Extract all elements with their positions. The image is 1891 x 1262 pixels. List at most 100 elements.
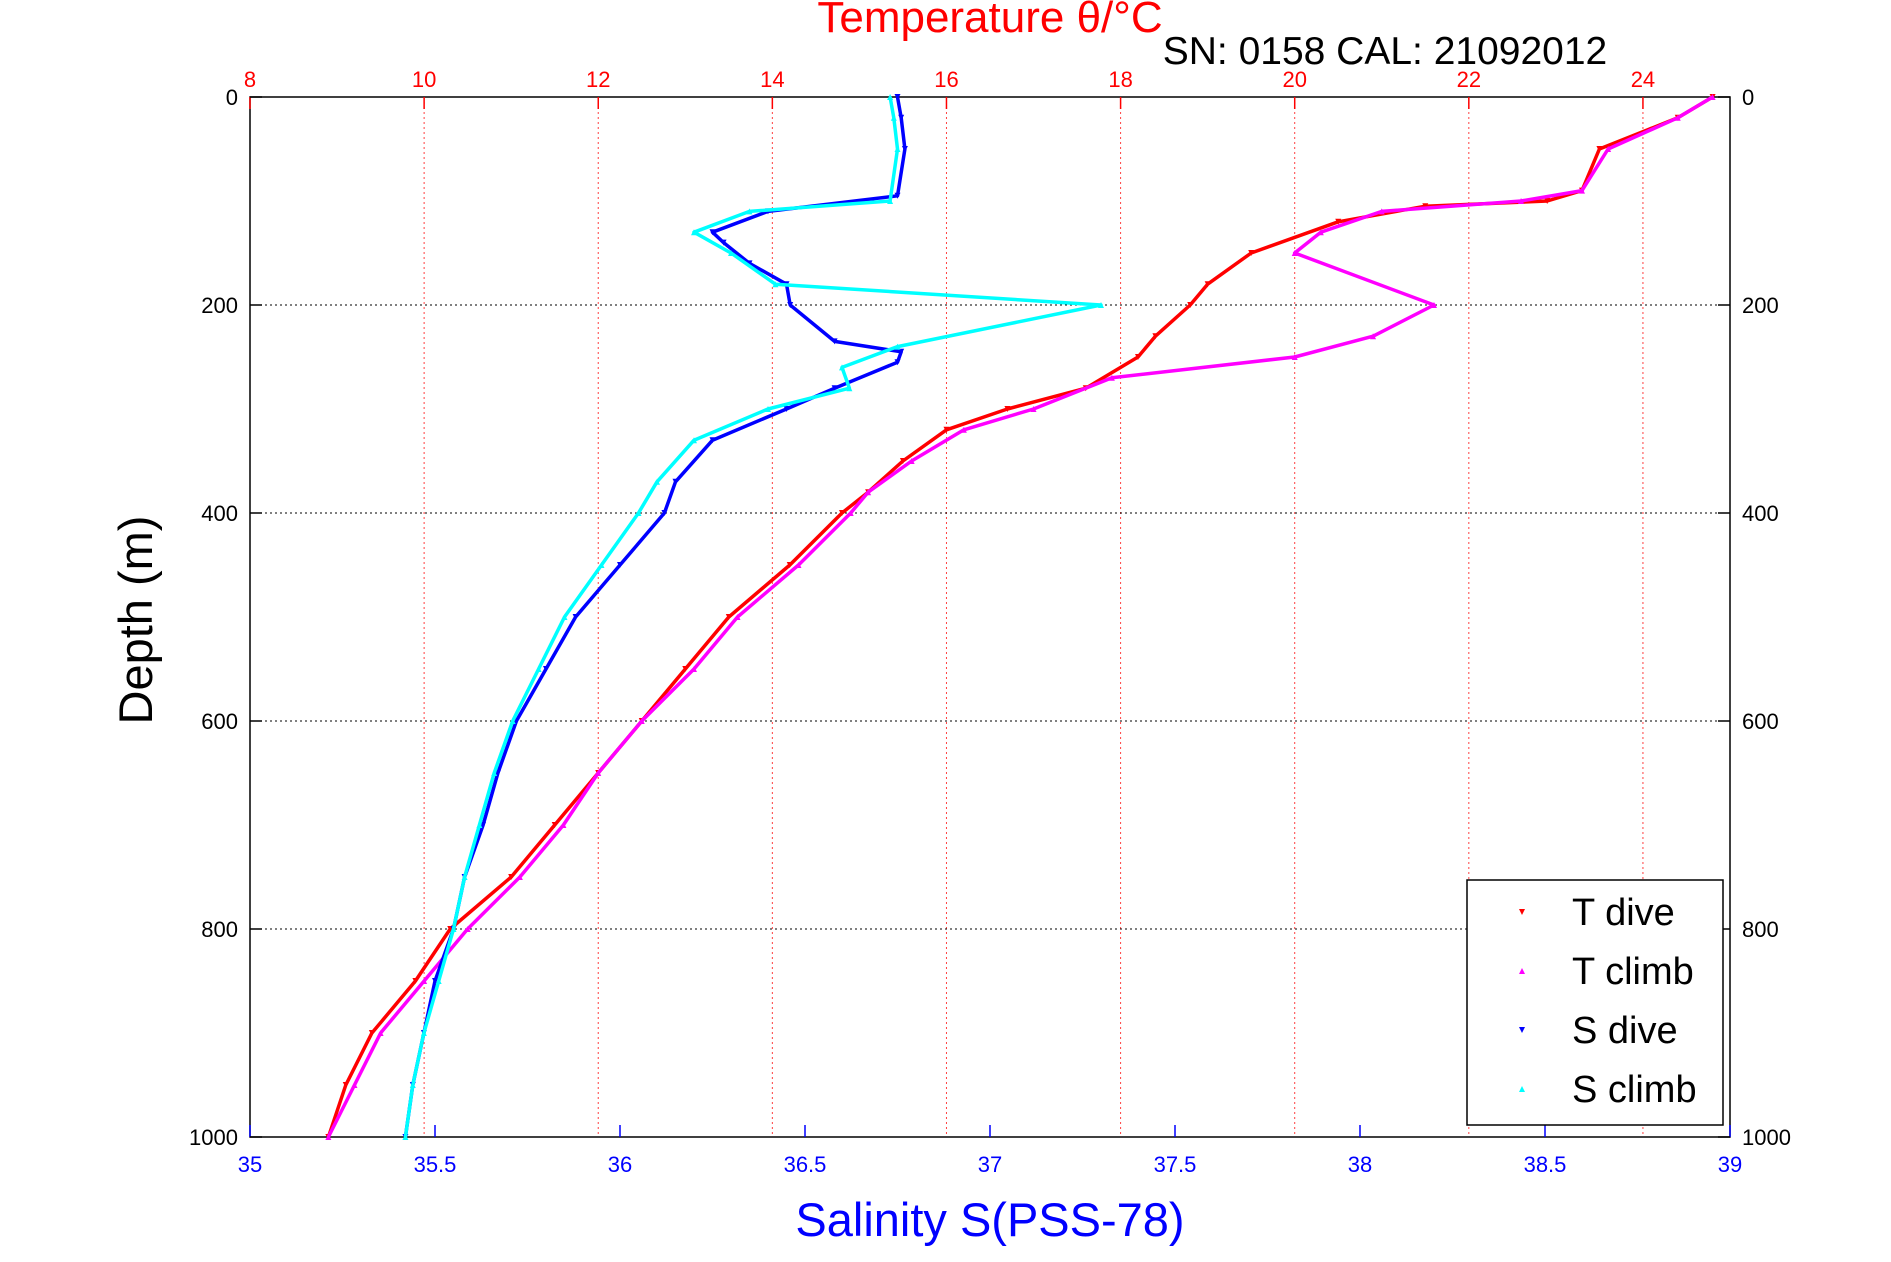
data-point: [598, 562, 605, 568]
salinity-tick-label: 35: [238, 1152, 262, 1177]
salinity-axis: 35 35.5 36 36.5 37 37.5 38 38.5 39: [238, 1125, 1742, 1177]
data-point: [561, 614, 568, 620]
series-s-dive: [402, 94, 908, 1140]
legend-marker: [1519, 909, 1525, 915]
data-point: [795, 562, 802, 568]
data-point: [894, 192, 901, 199]
temp-tick-label: 8: [244, 67, 256, 92]
data-point: [464, 926, 471, 932]
data-point: [342, 1082, 349, 1088]
data-point: [1204, 281, 1211, 288]
data-point: [1544, 198, 1551, 204]
salinity-tick-label: 36: [608, 1152, 632, 1177]
data-point: [691, 437, 697, 444]
y-axis-label: Depth (m): [109, 516, 162, 725]
data-point: [1108, 374, 1115, 381]
temp-tick-label: 14: [760, 67, 784, 92]
data-point: [661, 510, 668, 516]
data-point: [1378, 208, 1385, 215]
data-point: [1370, 333, 1377, 340]
data-point: [1291, 354, 1298, 360]
data-point: [1030, 406, 1037, 412]
data-point: [560, 822, 567, 828]
data-point: [476, 822, 483, 828]
series-line: [403, 96, 907, 1138]
legend-marker: [1519, 1086, 1525, 1092]
data-point: [509, 718, 516, 724]
data-point: [894, 94, 901, 100]
data-point: [709, 229, 716, 236]
data-point: [595, 770, 602, 776]
salinity-tick-label: 35.5: [414, 1152, 457, 1177]
data-point: [432, 978, 438, 984]
data-point: [461, 874, 468, 880]
depth-tick-label-left: 200: [201, 293, 238, 318]
data-point: [734, 614, 741, 620]
data-point: [691, 229, 697, 236]
series-t-climb: [325, 94, 1716, 1140]
data-point: [839, 510, 845, 516]
depth-tick-label-right: 200: [1742, 293, 1779, 318]
data-point: [787, 302, 794, 308]
data-point: [1291, 250, 1298, 256]
data-point: [709, 437, 716, 444]
data-point: [435, 978, 442, 984]
temp-tick-label: 18: [1108, 67, 1132, 92]
data-point: [728, 250, 734, 256]
data-point: [746, 208, 753, 215]
salinity-tick-label: 37.5: [1154, 1152, 1197, 1177]
data-point: [831, 385, 838, 392]
data-point: [1317, 229, 1324, 236]
data-point: [325, 1134, 332, 1140]
data-point: [1152, 333, 1159, 340]
data-point: [1187, 302, 1194, 308]
depth-tick-label-right: 600: [1742, 709, 1779, 734]
data-point: [887, 198, 894, 204]
data-point: [1518, 198, 1525, 204]
depth-axis-right: 0 200 400 600 800 1000: [1718, 85, 1791, 1150]
data-point: [746, 260, 753, 267]
series-s-climb: [402, 94, 1104, 1140]
legend-label: S dive: [1572, 1010, 1678, 1052]
temp-tick-label: 10: [412, 67, 436, 92]
data-point: [960, 426, 967, 433]
data-point: [1135, 354, 1141, 360]
data-point: [638, 718, 645, 724]
legend-label: T climb: [1572, 951, 1694, 993]
temp-tick-label: 12: [586, 67, 610, 92]
data-point: [672, 478, 679, 485]
temp-tick-label: 24: [1631, 67, 1655, 92]
series-layer: [325, 94, 1716, 1140]
data-point: [898, 348, 905, 355]
data-point: [635, 510, 642, 516]
data-point: [1098, 302, 1104, 308]
data-point: [831, 338, 838, 345]
temp-tick-label: 20: [1282, 67, 1306, 92]
data-point: [1335, 218, 1342, 225]
legend-marker: [1519, 1027, 1525, 1033]
data-point: [368, 1030, 375, 1036]
data-point: [887, 94, 894, 100]
depth-tick-label-right: 400: [1742, 501, 1779, 526]
depth-tick-label-right: 1000: [1742, 1125, 1791, 1150]
data-point: [1422, 203, 1429, 210]
temp-tick-label: 22: [1457, 67, 1481, 92]
data-point: [682, 666, 689, 672]
data-point: [943, 426, 950, 433]
depth-tick-label-left: 400: [201, 501, 238, 526]
data-point: [1579, 187, 1585, 194]
depth-tick-label-right: 800: [1742, 917, 1779, 942]
data-point: [412, 978, 419, 984]
series-line: [403, 96, 1103, 1138]
data-point: [535, 666, 542, 672]
salinity-tick-label: 37: [978, 1152, 1002, 1177]
data-point: [1431, 302, 1437, 308]
data-point: [894, 343, 901, 350]
data-point: [901, 146, 908, 152]
data-point: [543, 666, 549, 672]
depth-tick-label-left: 800: [201, 917, 238, 942]
data-point: [351, 1082, 358, 1088]
legend-box: [1466, 879, 1724, 1126]
chart-title: Temperature θ/°C: [817, 0, 1162, 42]
